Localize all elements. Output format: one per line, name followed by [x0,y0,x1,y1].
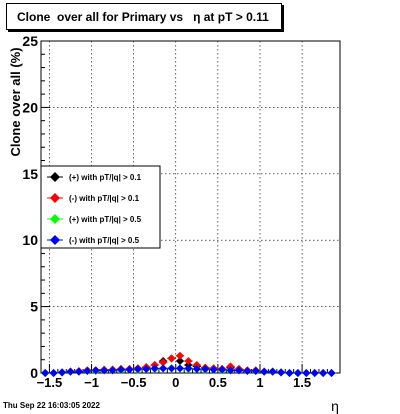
data-point [159,364,168,373]
data-point [192,365,201,374]
y-tick-label: 15 [22,166,38,182]
x-tick-label: −1.5 [37,375,63,390]
y-axis-label: Clone over all (%) [8,47,23,156]
x-tick-label: −0.5 [121,375,147,390]
data-point [83,367,92,376]
x-axis-label: η [331,398,339,414]
data-point [234,366,243,375]
data-point [133,365,142,374]
y-tick-label: 10 [22,232,38,248]
legend-label: (+) with pT/|q| > 0.1 [69,173,142,182]
x-tick-label: 1.5 [293,375,311,390]
x-tick-label: 0.5 [209,375,227,390]
data-point [209,365,218,374]
data-point [66,367,75,376]
x-tick-labels: −1.5 −1 −0.5 0 0.5 1 1.5 [37,375,312,390]
data-point [150,364,159,373]
data-point [277,368,286,377]
legend-label: (+) with pT/|q| > 0.5 [69,215,142,224]
legend-marker [50,214,60,224]
data-marks [41,351,336,377]
data-point [175,351,184,360]
y-tick-label: 20 [22,99,38,115]
data-point [201,365,210,374]
grid [41,40,340,374]
data-point [91,366,100,375]
data-point [100,366,109,375]
data-point [175,364,184,373]
data-point [293,369,302,377]
x-tick-label: 0 [172,375,179,390]
legend-marker [50,235,60,245]
legend-box [40,165,161,249]
data-point [108,366,117,375]
data-point [302,369,311,377]
y-tick-label: 5 [30,299,38,315]
data-point [268,367,277,376]
data-point [319,369,328,377]
legend-marker [50,172,60,182]
chart-title: Clone over all for Primary vs η at pT > … [17,10,269,24]
legend-label: (-) with pT/|q| > 0.1 [69,194,140,203]
legend-label: (-) with pT/|q| > 0.5 [69,236,140,245]
data-point [74,367,83,376]
data-point [41,369,50,377]
data-point [49,369,58,377]
data-point [125,365,134,374]
series-4 [41,364,336,377]
data-point [184,357,193,366]
data-point [310,369,319,377]
data-point [226,366,235,375]
data-point [167,354,176,363]
data-point [327,369,336,377]
data-point [184,364,193,373]
x-tick-label: 1 [256,375,263,390]
y-tick-labels: 0 5 10 15 20 25 [22,33,38,381]
timestamp-footer: Thu Sep 22 16:03:05 2022 [3,401,100,410]
data-point [260,367,269,376]
data-point [175,357,184,366]
y-tick-label: 0 [30,365,38,381]
data-point [142,365,151,374]
data-point [159,358,168,367]
chart-title-box: Clone over all for Primary vs η at pT > … [6,3,282,30]
data-point [117,365,126,374]
data-point [251,367,260,376]
data-point [285,369,294,377]
data-point [243,367,252,376]
legend: (+) with pT/|q| > 0.1 (-) with pT/|q| > 0… [40,165,161,249]
data-point [167,364,176,373]
data-point [218,365,227,374]
legend-marker [50,193,60,203]
data-point [58,368,67,377]
x-tick-label: −1 [84,375,99,390]
y-tick-label: 25 [22,33,38,49]
